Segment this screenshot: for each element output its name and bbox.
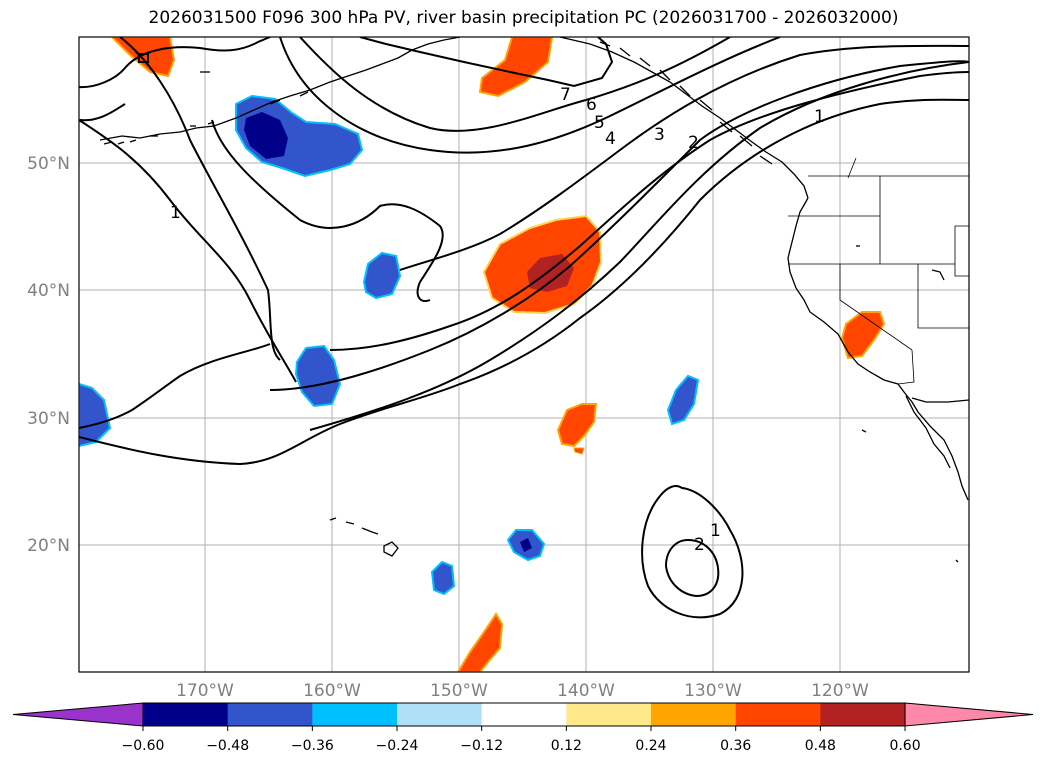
lat-label: 50°N: [27, 154, 70, 174]
colorbar-segment: [227, 703, 313, 726]
coastlines: [99, 37, 969, 563]
precip-negative-region: [362, 251, 402, 300]
lon-label: 140°W: [557, 681, 615, 701]
lat-label: 30°N: [27, 409, 70, 429]
precip-positive-region: [110, 37, 176, 78]
map-frame: [78, 36, 970, 673]
colorbar-extend-min: [12, 702, 144, 727]
colorbar-segment: [820, 703, 906, 726]
lon-label: 150°W: [430, 681, 488, 701]
precip-strong-negative-core: [520, 538, 532, 552]
colorbar-segment: [651, 703, 737, 726]
colorbar-tick-label: 0.60: [889, 738, 920, 754]
precip-positive-region: [456, 612, 504, 672]
lon-label: 170°W: [176, 681, 234, 701]
colorbar-tick-label: 0.12: [551, 738, 582, 754]
gridlines: [79, 37, 969, 672]
lat-label: 40°N: [27, 281, 70, 301]
precip-blobs: [79, 37, 886, 672]
map-area: 7 6 5 4 3 2 1 1 1 2: [79, 37, 969, 672]
precip-positive-region: [573, 447, 585, 455]
lat-axis: 50°N 40°N 30°N 20°N: [27, 154, 70, 556]
contour-label: 3: [654, 125, 665, 145]
precip-strong-positive-core: [527, 254, 574, 292]
colorbar-segment: [397, 703, 483, 726]
colorbar-tick-label: −0.36: [291, 738, 334, 754]
lon-label: 160°W: [303, 681, 361, 701]
pv-contours: [79, 37, 969, 619]
precip-negative-region: [294, 344, 342, 408]
colorbar-tick-label: −0.60: [122, 738, 165, 754]
contour-label: 5: [594, 113, 605, 133]
colorbar-tick-label: −0.24: [376, 738, 419, 754]
map-marker: [138, 53, 149, 63]
colorbar-tick-label: 0.36: [720, 738, 751, 754]
lon-axis: 170°W 160°W 150°W 140°W 130°W 120°W: [176, 681, 869, 701]
contour-label: 7: [560, 85, 571, 105]
state-borders: [788, 157, 969, 385]
colorbar-segment: [481, 703, 567, 726]
lon-label: 130°W: [684, 681, 742, 701]
colorbar-segment: [312, 703, 398, 726]
precip-positive-region: [556, 403, 598, 448]
contour-label: 6: [586, 95, 597, 115]
colorbar-tick-label: 0.48: [805, 738, 836, 754]
colorbar-segment: [143, 703, 229, 726]
contour-label: 4: [605, 129, 616, 149]
lon-label: 120°W: [811, 681, 869, 701]
colorbar-segment: [566, 703, 652, 726]
colorbar-tick-label: −0.48: [206, 738, 249, 754]
colorbar-ticks: −0.60 −0.48 −0.36 −0.24 −0.12 0.12 0.24 0.36 0.4…: [122, 726, 921, 754]
contour-label: 2: [688, 133, 699, 153]
colorbar-tick-label: 0.24: [635, 738, 666, 754]
chart-title: 2026031500 F096 300 hPa PV, river basin …: [148, 8, 899, 28]
contour-labels: 7 6 5 4 3 2 1 1 1 2: [170, 85, 825, 555]
colorbar-tick-label: −0.12: [460, 738, 503, 754]
colorbar: [12, 702, 1034, 727]
contour-label: 1: [710, 521, 721, 541]
colorbar-segment: [735, 703, 821, 726]
contour-label: 1: [170, 203, 181, 223]
precip-strong-negative-core: [244, 112, 288, 159]
contour-label: 1: [814, 107, 825, 127]
precip-negative-region: [430, 560, 456, 596]
colorbar-outline: [142, 702, 906, 727]
precip-negative-region: [666, 374, 700, 426]
colorbar-extend-max: [904, 702, 1034, 727]
precip-positive-region: [478, 37, 554, 98]
precip-negative-region: [79, 382, 112, 448]
contour-label: 2: [694, 535, 705, 555]
lat-label: 20°N: [27, 536, 70, 556]
